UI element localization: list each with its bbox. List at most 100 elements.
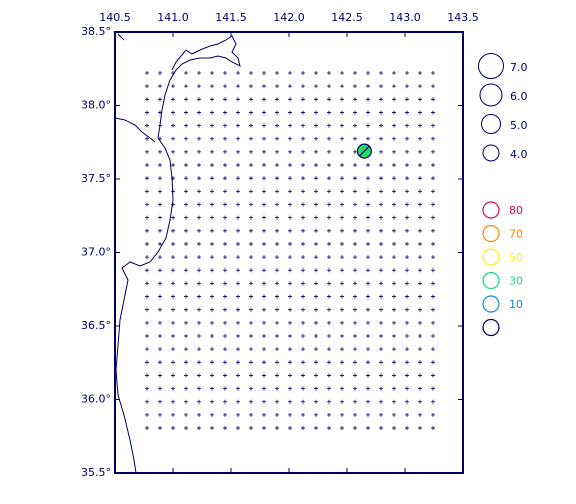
grid-cross [288,426,292,431]
grid-cross [288,412,292,417]
grid-cross [249,334,253,338]
grid-cross [262,84,266,89]
grid-cross [262,97,266,102]
grid-cross [405,320,409,325]
grid-cross [340,97,344,102]
grid-cross [392,373,396,378]
depth-legend-circle [482,271,500,290]
grid-cross [223,241,227,246]
grid-cross [418,373,422,378]
grid-cross [418,426,422,431]
grid-cross [340,307,344,312]
grid-cross [275,373,279,378]
grid-cross [340,399,344,404]
grid-cross [249,71,253,75]
grid-cross [327,123,331,128]
event-nodal-line [359,145,370,157]
grid-cross [327,163,331,168]
grid-cross [171,255,175,260]
grid-cross [314,347,318,352]
grid-cross [353,307,357,312]
grid-cross [197,123,201,128]
grid-cross [249,281,253,286]
grid-cross [392,84,396,89]
grid-cross [327,386,331,391]
grid-cross [210,215,214,220]
grid-cross [275,360,279,365]
grid-cross [353,84,357,89]
x-tick-label: 141.0 [157,11,189,24]
grid-cross [379,412,383,417]
grid-cross [314,97,318,102]
grid-cross [379,334,383,338]
grid-cross [145,163,149,168]
grid-cross [223,294,227,299]
grid-cross [171,110,175,115]
grid-cross [145,399,149,404]
grid-cross [379,373,383,378]
grid-cross [353,97,357,102]
grid-cross [353,241,357,246]
grid-cross [158,189,162,194]
grid-cross [210,373,214,378]
grid-cross [301,136,305,141]
grid-cross [314,176,318,181]
grid-cross [340,386,344,391]
grid-cross [288,373,292,378]
grid-cross [249,320,253,325]
grid-cross [366,123,370,128]
grid-cross [145,412,149,417]
grid-cross [327,399,331,404]
grid-cross [145,373,149,378]
grid-cross [288,136,292,141]
grid-cross [249,347,253,352]
grid-cross [275,307,279,312]
grid-cross [145,110,149,115]
grid-cross [262,123,266,128]
grid-cross [158,412,162,417]
grid-cross [392,334,396,338]
grid-cross [197,176,201,181]
magnitude-legend-circle [478,53,504,79]
grid-cross [379,241,383,246]
grid-cross [236,84,240,89]
grid-cross [236,228,240,233]
grid-cross [405,334,409,338]
grid-cross [249,426,253,431]
magnitude-legend-label: 7.0 [510,61,528,74]
grid-cross [158,110,162,115]
grid-cross [392,281,396,286]
grid-cross [145,71,149,75]
grid-cross [353,399,357,404]
grid-cross [145,307,149,312]
grid-cross [379,360,383,365]
grid-cross [236,334,240,338]
grid-cross [158,347,162,352]
grid-cross [340,412,344,417]
grid-cross [158,399,162,404]
grid-cross [340,255,344,260]
grid-cross [262,189,266,194]
grid-cross [210,241,214,246]
grid-cross [431,228,435,233]
grid-cross [158,294,162,299]
grid-cross [184,412,188,417]
grid-cross [418,412,422,417]
grid-cross [210,163,214,168]
grid-cross [301,97,305,102]
grid-cross [197,255,201,260]
grid-cross [327,307,331,312]
grid-cross [418,149,422,154]
grid-cross [275,347,279,352]
grid-cross [288,360,292,365]
grid-cross [353,334,357,338]
grid-cross [210,347,214,352]
grid-cross [223,281,227,286]
grid-cross [249,412,253,417]
grid-cross [288,241,292,246]
grid-cross [301,360,305,365]
grid-cross [223,163,227,168]
grid-cross [379,149,383,154]
grid-cross [392,347,396,352]
grid-cross [275,176,279,181]
